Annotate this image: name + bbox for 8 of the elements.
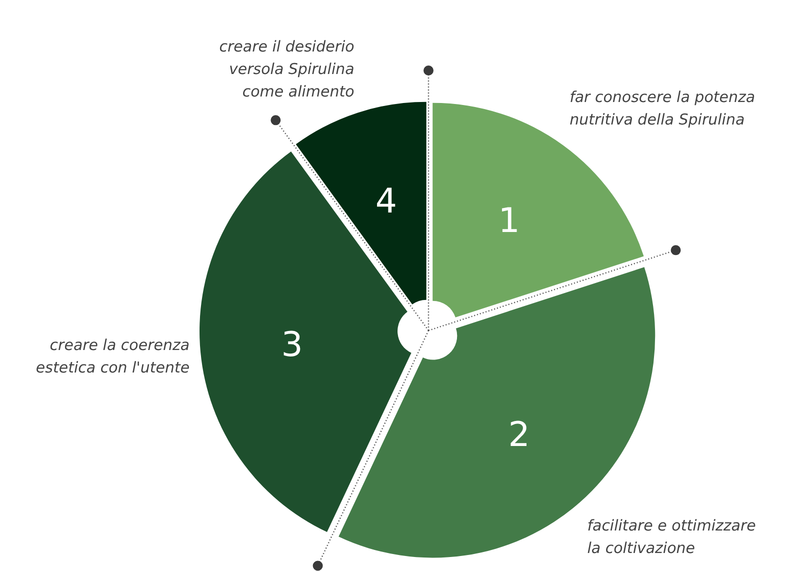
text: 4	[375, 182, 397, 222]
slice-label: facilitare e ottimizzare la coltivazione	[587, 516, 756, 558]
slice-label: creare la coerenza estetica con l'utente	[36, 336, 190, 377]
text: 2	[508, 414, 530, 455]
text: 1	[498, 201, 520, 242]
slice-label: creare il desiderio versola Spirulina come alimento	[219, 37, 354, 100]
slice-label: far conoscere la potenza nutritiva della Spirulina	[570, 88, 756, 128]
text: 3	[281, 324, 303, 365]
